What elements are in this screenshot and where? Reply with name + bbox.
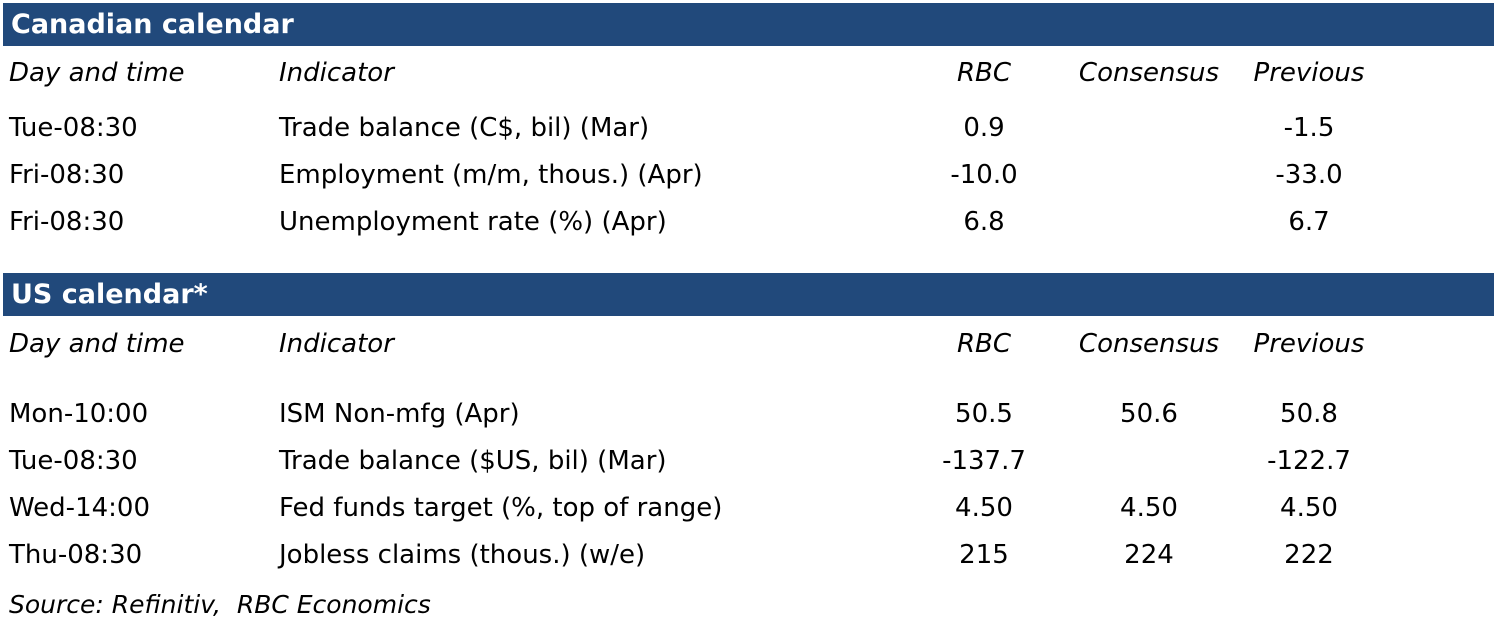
column-header-row: Day and time Indicator RBC Consensus Pre…	[3, 46, 1494, 100]
table-row: Mon-10:00 ISM Non-mfg (Apr) 50.5 50.6 50…	[3, 390, 1494, 437]
section-header-canadian: Canadian calendar	[3, 3, 1494, 46]
column-header-consensus: Consensus	[1078, 329, 1220, 359]
column-header-row: Day and time Indicator RBC Consensus Pre…	[3, 316, 1494, 372]
column-header-consensus: Consensus	[1078, 58, 1220, 88]
cell-indicator: Jobless claims (thous.) (w/e)	[279, 539, 646, 570]
column-header-rbc: RBC	[956, 329, 1012, 359]
section-title: US calendar*	[11, 279, 208, 310]
cell-day-time: Wed-14:00	[9, 492, 150, 523]
table-row: Fri-08:30 Unemployment rate (%) (Apr) 6.…	[3, 198, 1494, 245]
cell-indicator: Employment (m/m, thous.) (Apr)	[279, 159, 703, 190]
cell-indicator: Trade balance ($US, bil) (Mar)	[279, 445, 667, 476]
table-row: Fri-08:30 Employment (m/m, thous.) (Apr)…	[3, 151, 1494, 198]
cell-day-time: Fri-08:30	[9, 206, 125, 237]
us-table-body: Mon-10:00 ISM Non-mfg (Apr) 50.5 50.6 50…	[3, 390, 1494, 578]
cell-day-time: Mon-10:00	[9, 398, 149, 429]
table-row: Thu-08:30 Jobless claims (thous.) (w/e) …	[3, 531, 1494, 578]
cell-previous: -1.5	[1283, 112, 1335, 143]
cell-previous: 6.7	[1288, 206, 1330, 237]
cell-rbc: 215	[959, 539, 1009, 570]
cell-consensus: 224	[1124, 539, 1174, 570]
cell-previous: -122.7	[1267, 445, 1351, 476]
cell-indicator: ISM Non-mfg (Apr)	[279, 398, 520, 429]
canadian-calendar-section: Canadian calendar Day and time Indicator…	[3, 3, 1494, 245]
table-row: Tue-08:30 Trade balance (C$, bil) (Mar) …	[3, 104, 1494, 151]
cell-consensus: 50.6	[1120, 398, 1178, 429]
cell-day-time: Thu-08:30	[9, 539, 143, 570]
cell-rbc: 4.50	[955, 492, 1013, 523]
table-row: Wed-14:00 Fed funds target (%, top of ra…	[3, 484, 1494, 531]
cell-indicator: Trade balance (C$, bil) (Mar)	[279, 112, 650, 143]
canadian-table-body: Tue-08:30 Trade balance (C$, bil) (Mar) …	[3, 104, 1494, 245]
column-header-previous: Previous	[1253, 58, 1365, 88]
cell-previous: 50.8	[1280, 398, 1338, 429]
section-title: Canadian calendar	[11, 9, 294, 40]
us-calendar-section: US calendar* Day and time Indicator RBC …	[3, 273, 1494, 578]
cell-indicator: Unemployment rate (%) (Apr)	[279, 206, 667, 237]
column-header-previous: Previous	[1253, 329, 1365, 359]
column-header-rbc: RBC	[956, 58, 1012, 88]
column-header-day-and-time: Day and time	[9, 329, 185, 359]
cell-rbc: 50.5	[955, 398, 1013, 429]
cell-day-time: Tue-08:30	[9, 112, 138, 143]
table-row: Tue-08:30 Trade balance ($US, bil) (Mar)…	[3, 437, 1494, 484]
cell-rbc: 6.8	[963, 206, 1005, 237]
cell-day-time: Fri-08:30	[9, 159, 125, 190]
cell-previous: 4.50	[1280, 492, 1338, 523]
cell-rbc: 0.9	[963, 112, 1005, 143]
column-header-day-and-time: Day and time	[9, 58, 185, 88]
column-header-indicator: Indicator	[279, 329, 394, 359]
cell-consensus: 4.50	[1120, 492, 1178, 523]
column-header-indicator: Indicator	[279, 58, 394, 88]
source-note: Source: Refinitiv, RBC Economics	[9, 590, 431, 619]
cell-indicator: Fed funds target (%, top of range)	[279, 492, 723, 523]
cell-day-time: Tue-08:30	[9, 445, 138, 476]
cell-rbc: -10.0	[950, 159, 1018, 190]
cell-previous: 222	[1284, 539, 1334, 570]
cell-previous: -33.0	[1275, 159, 1343, 190]
section-header-us: US calendar*	[3, 273, 1494, 316]
cell-rbc: -137.7	[942, 445, 1026, 476]
